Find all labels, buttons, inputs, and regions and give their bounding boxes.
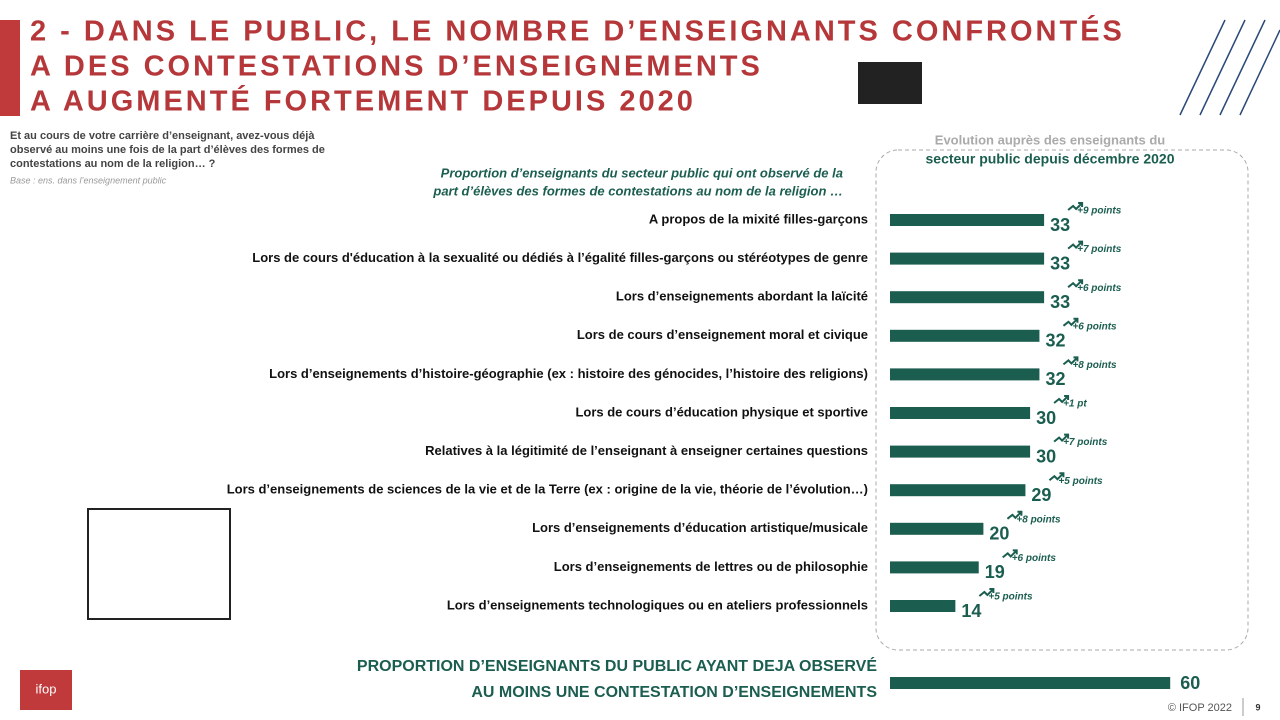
evolution-label: +6 points — [1072, 321, 1117, 332]
value-label: 14 — [961, 601, 981, 621]
evolution-label: +8 points — [1016, 514, 1061, 525]
category-label: Lors de cours d'éducation à la sexualité… — [252, 250, 868, 265]
logo-box — [20, 670, 72, 710]
evolution-label: +5 points — [1058, 476, 1103, 487]
footer: © IFOP 2022 — [1168, 702, 1232, 714]
question: Et au cours de votre carrière d’enseigna… — [10, 130, 315, 142]
base: Base : ens. dans l’enseignement public — [10, 175, 167, 185]
category-label: Relatives à la légitimité de l’enseignan… — [425, 443, 868, 458]
category-label: Lors de cours d’éducation physique et sp… — [575, 404, 868, 419]
question: contestations au nom de la religion… ? — [10, 158, 216, 170]
bar — [890, 252, 1045, 265]
total-label: PROPORTION D’ENSEIGNANTS DU PUBLIC AYANT… — [357, 656, 877, 675]
trend-arrow — [1053, 395, 1070, 404]
evolution-label: +7 points — [1077, 244, 1122, 255]
total-value: 60 — [1180, 673, 1200, 693]
evolution-header: Evolution auprès des enseignants du — [935, 132, 1165, 147]
evolution-label: +5 points — [988, 592, 1033, 603]
category-label: Lors d’enseignements d’éducation artisti… — [532, 520, 868, 535]
decor-lines — [1179, 19, 1280, 116]
value-label: 30 — [1036, 408, 1056, 428]
category-label: Lors d’enseignements abordant la laïcité — [616, 289, 868, 304]
evolution-label: +9 points — [1077, 206, 1122, 217]
category-label: Lors d’enseignements technologiques ou e… — [447, 597, 868, 612]
logo: ifop — [36, 681, 57, 696]
value-label: 33 — [1050, 292, 1070, 312]
bar — [890, 407, 1031, 419]
trend-arrow — [1062, 317, 1079, 327]
evolution-label: +6 points — [1077, 283, 1122, 294]
trend-arrow — [1067, 279, 1084, 288]
subtitle: part d’élèves des formes de contestation… — [432, 183, 843, 198]
trend-arrow — [1006, 510, 1023, 520]
value-label: 32 — [1045, 369, 1065, 389]
title-line: 2 - DANS LE PUBLIC, LE NOMBRE D’ENSEIGNA… — [30, 14, 1125, 48]
illustration-board-small — [858, 62, 922, 104]
trend-arrow — [1002, 549, 1018, 559]
bar — [890, 291, 1045, 304]
trend-arrow — [1067, 202, 1084, 211]
bar — [890, 484, 1026, 497]
total-bar — [890, 677, 1171, 689]
trend-arrow — [978, 588, 995, 597]
title-line: A DES CONTESTATIONS D’ENSEIGNEMENTS — [30, 51, 763, 83]
bar — [890, 214, 1045, 226]
bar — [890, 600, 956, 612]
evolution-label: +6 points — [1012, 553, 1057, 564]
question: observé au moins une fois de la part d’é… — [10, 144, 325, 156]
bar — [890, 445, 1031, 458]
value-label: 19 — [985, 562, 1005, 582]
evolution-header: secteur public depuis décembre 2020 — [926, 151, 1175, 167]
bar — [890, 522, 984, 535]
category-label: Lors d’enseignements de lettres ou de ph… — [554, 559, 868, 574]
value-label: 29 — [1031, 485, 1051, 505]
evolution-label: +8 points — [1072, 360, 1117, 371]
page-number: 9 — [1255, 702, 1260, 712]
value-label: 30 — [1036, 446, 1056, 466]
category-label: Lors d’enseignements de sciences de la v… — [227, 482, 868, 497]
bar — [890, 561, 979, 574]
bar — [890, 368, 1040, 381]
illustration-board — [87, 508, 231, 620]
value-label: 33 — [1050, 253, 1070, 273]
value-label: 33 — [1050, 215, 1070, 235]
trend-arrow — [1053, 433, 1070, 443]
category-label: Lors d’enseignements d’histoire-géograph… — [269, 366, 868, 381]
category-label: A propos de la mixité filles-garçons — [649, 211, 868, 226]
trend-arrow — [1062, 356, 1079, 366]
accent-bar — [0, 20, 20, 116]
subtitle: Proportion d’enseignants du secteur publ… — [441, 165, 843, 180]
bar — [890, 329, 1040, 342]
trend-arrow — [1048, 472, 1065, 481]
value-label: 32 — [1045, 331, 1065, 351]
value-label: 20 — [989, 524, 1009, 544]
total-label: AU MOINS UNE CONTESTATION D’ENSEIGNEMENT… — [471, 684, 877, 701]
evolution-frame — [875, 149, 1249, 651]
title-line: A AUGMENTÉ FORTEMENT DEPUIS 2020 — [30, 84, 696, 118]
trend-arrow — [1067, 240, 1084, 250]
category-label: Lors de cours d’enseignement moral et ci… — [577, 327, 868, 342]
evolution-label: +7 points — [1063, 437, 1108, 448]
evolution-label: +1 pt — [1063, 399, 1087, 410]
